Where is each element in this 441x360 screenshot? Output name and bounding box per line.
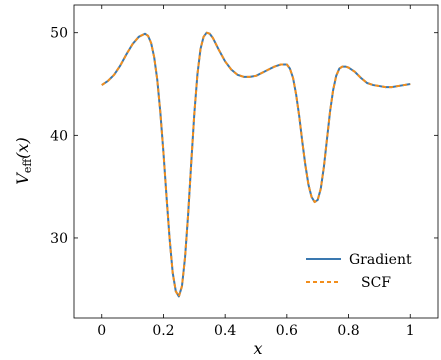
x-axis-label: x <box>253 339 262 358</box>
x-tick-label: 0.4 <box>214 323 236 339</box>
series-layer <box>101 31 411 298</box>
y-tick-label: 40 <box>50 128 68 144</box>
y-axis-label-sub: eff <box>21 158 34 174</box>
x-tick-label: 1 <box>406 323 415 339</box>
y-tick-label: 50 <box>50 26 68 42</box>
x-tick-label: 0.2 <box>152 323 174 339</box>
x-tick-label: 0.6 <box>276 323 298 339</box>
x-tick-label: 0.8 <box>337 323 359 339</box>
plot-frame <box>73 4 439 319</box>
y-axis-label: Veff(x) <box>13 137 34 184</box>
legend: Gradient SCF <box>306 252 412 291</box>
legend-label-scf: SCF <box>361 275 391 291</box>
x-tick-label: 0 <box>97 323 106 339</box>
svg-text:Veff(x): Veff(x) <box>13 137 34 184</box>
ticks-layer: 0 0.2 0.4 0.6 0.8 1 30 40 50 <box>50 5 438 339</box>
y-axis-label-arg: (x) <box>13 137 32 159</box>
y-tick-label: 30 <box>50 231 68 247</box>
series-line-scf <box>101 31 411 298</box>
y-axis-label-main: V <box>13 172 32 185</box>
legend-label-gradient: Gradient <box>349 252 412 268</box>
